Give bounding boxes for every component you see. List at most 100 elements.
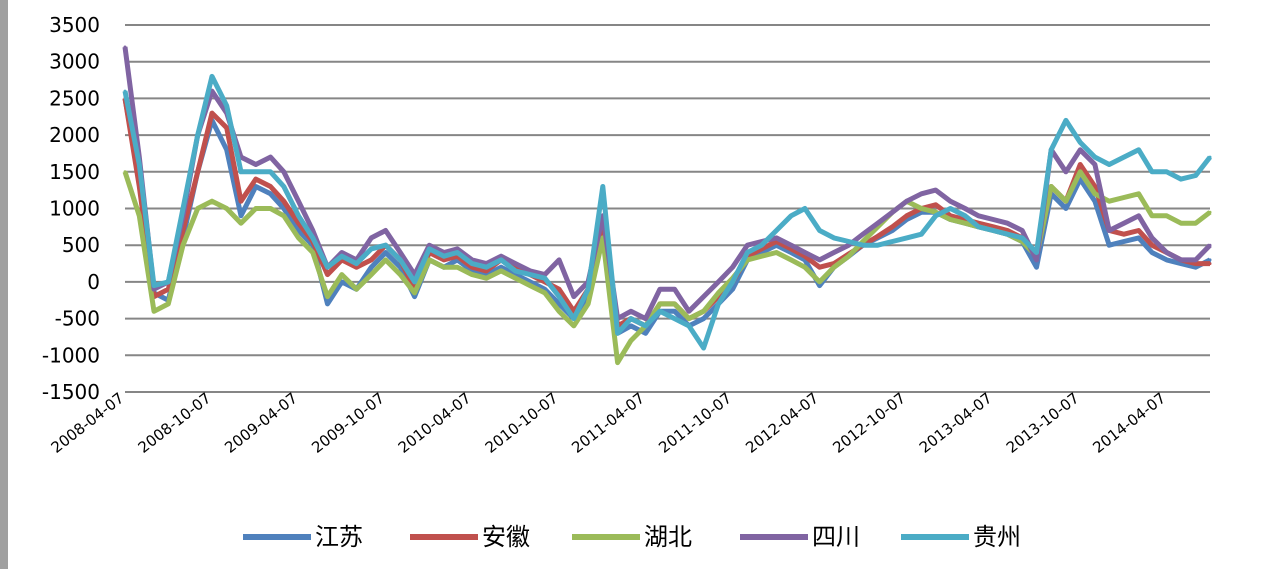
data-point: [919, 207, 923, 210]
data-point: [1078, 148, 1082, 152]
data-point: [948, 199, 952, 203]
data-point: [1137, 229, 1141, 232]
y-tick-label: 1500: [49, 160, 100, 184]
data-point: [1122, 155, 1126, 159]
data-point: [239, 221, 243, 225]
data-point: [832, 265, 836, 269]
data-point: [601, 185, 605, 188]
data-point: [513, 262, 517, 266]
x-tick-label: 2012-10-07: [829, 389, 909, 457]
data-point: [948, 207, 952, 210]
data-point: [1093, 155, 1097, 159]
data-point: [1122, 240, 1126, 243]
data-point: [789, 243, 793, 247]
data-point: [369, 273, 373, 277]
data-point: [470, 262, 474, 266]
data-point: [513, 276, 517, 280]
data-point: [326, 265, 329, 269]
data-point: [702, 309, 706, 313]
data-point: [702, 346, 706, 350]
data-point: [1020, 236, 1024, 240]
data-point: [254, 163, 258, 166]
data-point: [1179, 258, 1183, 262]
y-tick-label: 0: [87, 270, 100, 294]
data-point: [326, 302, 329, 306]
data-point: [1064, 118, 1068, 122]
data-point: [210, 74, 214, 78]
data-point: [239, 170, 243, 174]
data-point: [355, 265, 358, 269]
data-point: [123, 170, 127, 174]
data-point: [847, 254, 851, 258]
data-point: [572, 295, 576, 299]
data-point: [919, 232, 923, 236]
data-point: [658, 287, 662, 291]
data-point: [1107, 163, 1111, 166]
data-point: [311, 229, 315, 232]
data-point: [326, 273, 329, 277]
data-point: [427, 243, 431, 247]
series-line-2: [122, 169, 1212, 366]
data-point: [818, 265, 822, 269]
plot-area: [122, 45, 1212, 366]
x-axis: 2008-04-07 2008-10-07 2009-04-07 2009-10-07…: [48, 389, 1170, 457]
data-point: [832, 251, 836, 254]
x-tick-label: 2011-10-07: [655, 389, 735, 457]
data-point: [586, 287, 590, 291]
data-point: [528, 284, 532, 288]
data-point: [1122, 232, 1126, 236]
data-point: [1093, 199, 1097, 203]
data-point: [876, 221, 880, 225]
data-point: [673, 317, 677, 321]
data-point: [369, 265, 373, 269]
data-point: [269, 170, 272, 174]
data-point: [1150, 243, 1154, 247]
data-point: [398, 251, 402, 254]
data-point: [340, 251, 344, 254]
data-point: [196, 207, 200, 210]
data-point: [557, 302, 561, 306]
data-point: [716, 291, 720, 295]
data-point: [484, 265, 488, 269]
data-point: [1107, 199, 1111, 203]
data-point: [716, 302, 720, 306]
data-point: [616, 361, 620, 365]
y-tick-label: 500: [62, 233, 100, 257]
data-point: [702, 295, 706, 299]
data-point: [890, 225, 894, 229]
data-point: [543, 273, 547, 277]
data-point: [876, 243, 880, 247]
data-point: [818, 280, 822, 284]
data-point: [745, 243, 749, 247]
data-point: [803, 207, 807, 210]
data-point: [455, 265, 459, 269]
data-point: [1194, 174, 1198, 177]
x-tick-label: 2013-10-07: [1003, 389, 1083, 457]
data-point: [1208, 155, 1212, 159]
data-point: [673, 287, 677, 291]
x-tick-label: 2009-04-07: [221, 389, 301, 457]
data-point: [572, 317, 576, 321]
data-point: [629, 309, 633, 313]
data-point: [442, 258, 446, 262]
data-point: [673, 309, 677, 313]
data-point: [1165, 258, 1169, 262]
data-point: [384, 251, 388, 254]
data-point: [673, 302, 677, 306]
data-point: [1208, 243, 1212, 247]
data-point: [832, 236, 836, 240]
data-point: [1006, 221, 1009, 225]
data-point: [557, 287, 561, 291]
data-point: [774, 236, 778, 240]
data-point: [137, 163, 141, 166]
data-point: [413, 295, 417, 299]
data-point: [513, 269, 517, 273]
data-point: [269, 192, 272, 196]
data-point: [254, 177, 258, 181]
data-point: [499, 265, 503, 269]
legend: 江苏 安徽 湖北 四川 贵州: [243, 523, 1021, 551]
data-point: [789, 214, 793, 218]
data-point: [427, 258, 431, 262]
data-point: [1194, 258, 1198, 262]
data-point: [963, 214, 967, 218]
